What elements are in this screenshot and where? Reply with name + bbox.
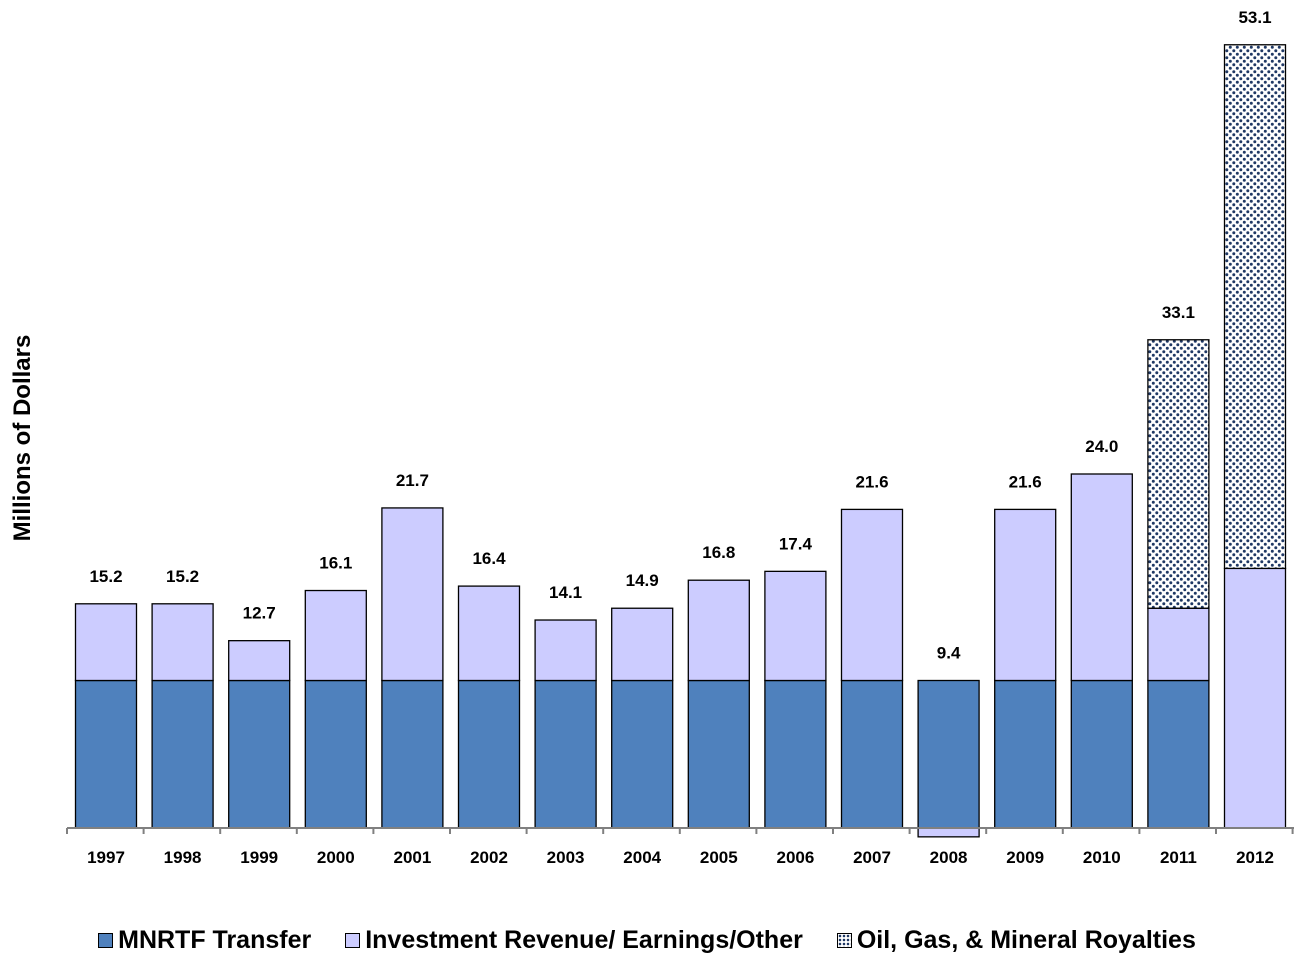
- legend: MNRTF Transfer Investment Revenue/ Earni…: [0, 926, 1294, 955]
- bar-segment-mnrtf-transfer-1998: [151, 679, 214, 829]
- data-label-total-2010: 24.0: [1085, 437, 1118, 456]
- data-label-total-1997: 15.2: [89, 567, 122, 586]
- data-label-total-2003: 14.1: [549, 583, 582, 602]
- x-tick-label-2007: 2007: [853, 848, 891, 867]
- legend-label-royalties: Oil, Gas, & Mineral Royalties: [856, 926, 1196, 954]
- data-label-total-2002: 16.4: [472, 549, 506, 568]
- data-label-total-2012: 53.1: [1238, 8, 1271, 27]
- bar-segment-mnrtf-transfer-2010: [1070, 679, 1133, 829]
- bar-segment-mnrtf-transfer-2000: [304, 679, 367, 829]
- x-tick-label-2001: 2001: [393, 848, 431, 867]
- data-label-total-2008: 9.4: [937, 644, 961, 663]
- legend-swatch-investment-revenue: [345, 933, 361, 948]
- legend-swatch-royalties: [836, 933, 852, 948]
- bar-segment-investment-revenue-2008: [917, 827, 980, 838]
- legend-label-mnrtf-transfer: MNRTF Transfer: [118, 926, 312, 954]
- legend-item-royalties: Oil, Gas, & Mineral Royalties: [836, 926, 1196, 955]
- legend-item-investment-revenue: Investment Revenue/ Earnings/Other: [345, 926, 803, 955]
- x-tick-label-2011: 2011: [1160, 848, 1197, 867]
- bar-segment-mnrtf-transfer-2009: [994, 679, 1057, 829]
- bar-segment-mnrtf-transfer-1997: [74, 679, 138, 829]
- bar-segment-mnrtf-transfer-2008: [917, 679, 980, 829]
- x-tick-label-2010: 2010: [1083, 848, 1121, 867]
- data-label-total-1999: 12.7: [243, 604, 276, 623]
- bar-segment-investment-revenue-2010: [1070, 473, 1133, 682]
- bar-segment-investment-revenue-2002: [457, 585, 521, 682]
- bar-segment-investment-revenue-1999: [228, 640, 291, 682]
- x-tick-label-1997: 1997: [87, 848, 125, 867]
- bar-segment-investment-revenue-1998: [151, 603, 214, 682]
- y-axis-label: Millions of Dollars: [9, 335, 36, 542]
- x-tick-label-1999: 1999: [240, 848, 278, 867]
- bars-layer: [74, 44, 1287, 838]
- x-axis: [66, 827, 1294, 834]
- bar-segment-investment-revenue-2005: [687, 579, 750, 682]
- data-label-total-2005: 16.8: [702, 543, 735, 562]
- data-label-total-2000: 16.1: [319, 554, 352, 573]
- x-tick-label-2000: 2000: [317, 848, 355, 867]
- labels-layer: 15.2 1997 15.2 1998 12.7 1999 16.1 2000 21.7 2001…: [87, 8, 1274, 867]
- legend-item-mnrtf-transfer: MNRTF Transfer: [98, 926, 311, 955]
- bar-segment-investment-revenue-2012: [1223, 567, 1287, 829]
- x-tick-label-2006: 2006: [776, 848, 814, 867]
- bar-segment-investment-revenue-2001: [381, 507, 444, 682]
- x-tick-label-2009: 2009: [1006, 848, 1044, 867]
- bar-segment-investment-revenue-2009: [994, 508, 1057, 682]
- bar-segment-investment-revenue-2007: [840, 508, 904, 682]
- bar-segment-investment-revenue-2006: [764, 570, 827, 682]
- x-tick-label-2003: 2003: [547, 848, 585, 867]
- data-label-total-2004: 14.9: [626, 571, 659, 590]
- x-tick-label-2002: 2002: [470, 848, 508, 867]
- bar-segment-investment-revenue-1997: [74, 603, 138, 682]
- data-label-total-2007: 21.6: [855, 472, 888, 491]
- data-label-total-2006: 17.4: [779, 534, 813, 553]
- bar-segment-mnrtf-transfer-2006: [764, 679, 827, 829]
- data-label-total-1998: 15.2: [166, 567, 199, 586]
- data-label-total-2011: 33.1: [1162, 303, 1195, 322]
- bar-segment-mnrtf-transfer-1999: [228, 679, 291, 829]
- x-tick-label-2012: 2012: [1236, 848, 1274, 867]
- bar-segment-mnrtf-transfer-2007: [840, 679, 904, 829]
- x-tick-label-2008: 2008: [930, 848, 968, 867]
- x-tick-label-2005: 2005: [700, 848, 738, 867]
- bar-segment-investment-revenue-2003: [534, 619, 597, 682]
- data-label-total-2001: 21.7: [396, 471, 429, 490]
- bar-segment-mnrtf-transfer-2003: [534, 679, 597, 829]
- bar-segment-royalties-2011: [1147, 339, 1210, 609]
- bar-segment-mnrtf-transfer-2001: [381, 679, 444, 829]
- bar-segment-investment-revenue-2011: [1147, 607, 1210, 682]
- x-tick-label-1998: 1998: [164, 848, 202, 867]
- bar-segment-mnrtf-transfer-2011: [1147, 679, 1210, 829]
- x-tick-label-2004: 2004: [623, 848, 661, 867]
- data-label-total-2009: 21.6: [1009, 472, 1042, 491]
- bar-segment-mnrtf-transfer-2002: [457, 679, 521, 829]
- bar-segment-investment-revenue-2004: [611, 607, 674, 682]
- bar-segment-mnrtf-transfer-2004: [611, 679, 674, 829]
- bar-segment-investment-revenue-2000: [304, 589, 367, 682]
- bar-segment-royalties-2012: [1223, 44, 1287, 570]
- legend-swatch-mnrtf-transfer: [98, 933, 114, 948]
- legend-label-investment-revenue: Investment Revenue/ Earnings/Other: [365, 926, 803, 954]
- bar-segment-mnrtf-transfer-2005: [687, 679, 750, 829]
